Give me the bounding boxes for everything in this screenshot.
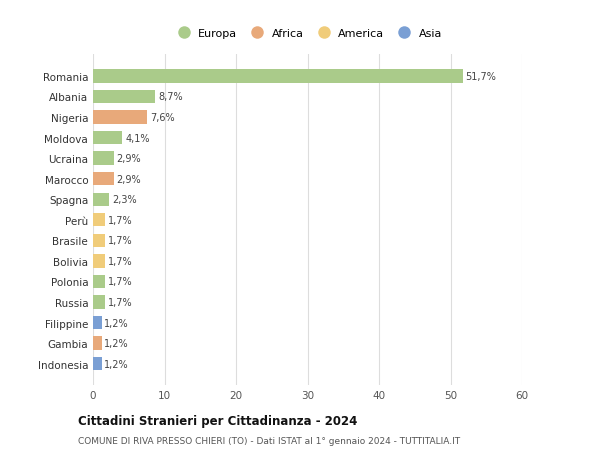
Bar xyxy=(93,275,105,289)
Bar xyxy=(93,296,105,309)
Bar xyxy=(93,213,105,227)
Text: 1,2%: 1,2% xyxy=(104,338,129,348)
Bar xyxy=(93,70,463,84)
Bar xyxy=(93,357,101,370)
Bar xyxy=(93,337,101,350)
Text: 1,7%: 1,7% xyxy=(108,297,133,308)
Text: 1,7%: 1,7% xyxy=(108,215,133,225)
Text: COMUNE DI RIVA PRESSO CHIERI (TO) - Dati ISTAT al 1° gennaio 2024 - TUTTITALIA.I: COMUNE DI RIVA PRESSO CHIERI (TO) - Dati… xyxy=(78,436,460,445)
Text: 2,9%: 2,9% xyxy=(116,174,141,185)
Text: 1,2%: 1,2% xyxy=(104,318,129,328)
Text: 1,7%: 1,7% xyxy=(108,256,133,266)
Bar xyxy=(93,193,109,207)
Text: 1,7%: 1,7% xyxy=(108,236,133,246)
Text: 4,1%: 4,1% xyxy=(125,133,149,143)
Text: 8,7%: 8,7% xyxy=(158,92,182,102)
Bar xyxy=(93,234,105,247)
Bar xyxy=(93,90,155,104)
Text: 2,9%: 2,9% xyxy=(116,154,141,164)
Bar xyxy=(93,111,148,124)
Legend: Europa, Africa, America, Asia: Europa, Africa, America, Asia xyxy=(168,24,447,43)
Text: 1,2%: 1,2% xyxy=(104,359,129,369)
Bar xyxy=(93,152,114,165)
Text: 2,3%: 2,3% xyxy=(112,195,137,205)
Bar xyxy=(93,255,105,268)
Bar xyxy=(93,132,122,145)
Text: Cittadini Stranieri per Cittadinanza - 2024: Cittadini Stranieri per Cittadinanza - 2… xyxy=(78,414,358,428)
Bar xyxy=(93,316,101,330)
Text: 1,7%: 1,7% xyxy=(108,277,133,287)
Text: 51,7%: 51,7% xyxy=(466,72,496,82)
Bar xyxy=(93,173,114,186)
Text: 7,6%: 7,6% xyxy=(150,113,175,123)
